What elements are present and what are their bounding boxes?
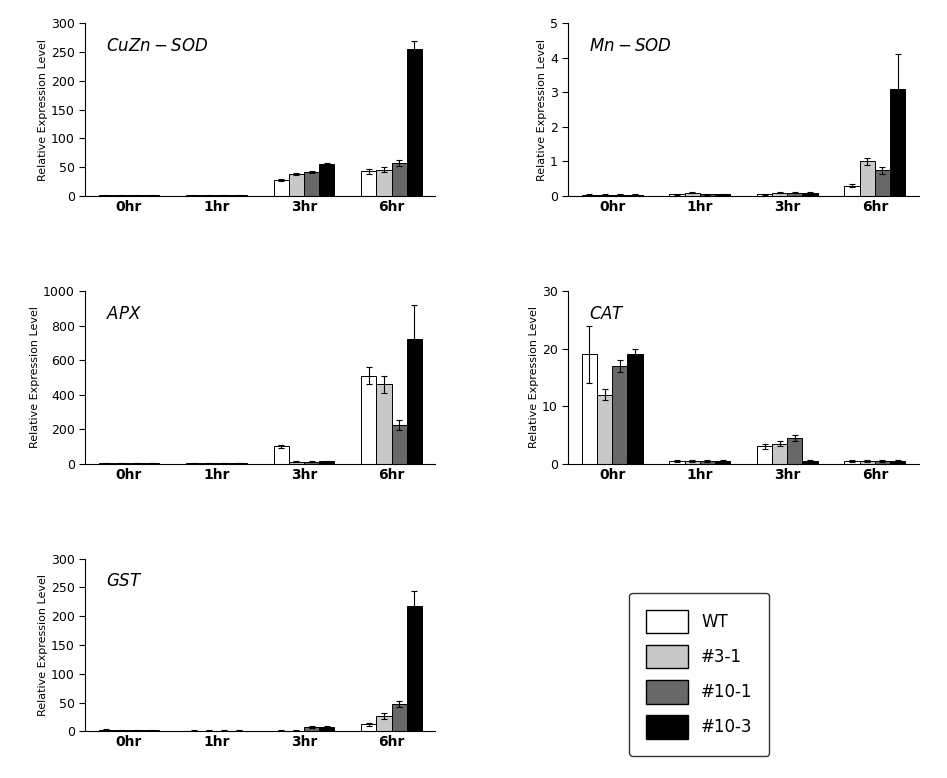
Bar — [685, 461, 700, 464]
Bar — [670, 461, 685, 464]
Bar — [289, 462, 304, 464]
Bar — [612, 194, 628, 196]
Bar — [304, 462, 319, 464]
Bar — [407, 49, 422, 196]
Bar — [407, 339, 422, 464]
Bar — [304, 172, 319, 196]
Bar — [304, 727, 319, 731]
Bar — [376, 170, 392, 196]
Bar — [875, 170, 890, 196]
Bar — [802, 193, 817, 196]
Bar — [98, 730, 114, 731]
Bar — [845, 461, 860, 464]
Bar — [274, 447, 289, 464]
Text: $\mathbf{\it{CuZn-SOD}}$: $\mathbf{\it{CuZn-SOD}}$ — [106, 37, 208, 55]
Bar — [628, 354, 643, 464]
Bar — [628, 194, 643, 196]
Text: $\mathbf{\it{CAT}}$: $\mathbf{\it{CAT}}$ — [589, 305, 626, 323]
Bar — [860, 162, 875, 196]
Bar — [890, 461, 905, 464]
Bar — [772, 193, 787, 196]
Legend: WT, #3-1, #10-1, #10-3: WT, #3-1, #10-1, #10-3 — [630, 593, 769, 755]
Bar — [407, 606, 422, 731]
Y-axis label: Relative Expression Level: Relative Expression Level — [529, 307, 540, 448]
Bar — [757, 194, 772, 196]
Bar — [376, 384, 392, 464]
Bar — [700, 461, 715, 464]
Bar — [802, 461, 817, 464]
Bar — [361, 171, 376, 196]
Bar — [376, 716, 392, 731]
Bar — [845, 186, 860, 196]
Bar — [772, 443, 787, 464]
Bar — [597, 394, 612, 464]
Bar — [274, 180, 289, 196]
Bar — [700, 194, 715, 196]
Y-axis label: Relative Expression Level: Relative Expression Level — [38, 574, 48, 716]
Bar — [875, 461, 890, 464]
Bar — [890, 89, 905, 196]
Bar — [289, 174, 304, 196]
Bar — [787, 438, 802, 464]
Text: $\mathbf{\it{APX}}$: $\mathbf{\it{APX}}$ — [106, 305, 142, 323]
Bar — [361, 724, 376, 731]
Bar — [361, 376, 376, 464]
Text: $\mathbf{\it{Mn-SOD}}$: $\mathbf{\it{Mn-SOD}}$ — [589, 37, 672, 55]
Bar — [392, 425, 407, 464]
Bar — [581, 354, 597, 464]
Bar — [319, 727, 334, 731]
Bar — [685, 193, 700, 196]
Bar — [715, 194, 730, 196]
Bar — [715, 461, 730, 464]
Text: $\mathbf{\it{GST}}$: $\mathbf{\it{GST}}$ — [106, 573, 143, 591]
Y-axis label: Relative Expression Level: Relative Expression Level — [38, 39, 48, 180]
Bar — [581, 194, 597, 196]
Bar — [860, 461, 875, 464]
Bar — [787, 193, 802, 196]
Y-axis label: Relative Expression Level: Relative Expression Level — [537, 39, 547, 180]
Bar — [597, 194, 612, 196]
Bar — [670, 194, 685, 196]
Bar — [319, 164, 334, 196]
Bar — [392, 703, 407, 731]
Bar — [757, 447, 772, 464]
Bar — [319, 461, 334, 464]
Bar — [392, 163, 407, 196]
Bar — [612, 366, 628, 464]
Y-axis label: Relative Expression Level: Relative Expression Level — [30, 307, 40, 448]
